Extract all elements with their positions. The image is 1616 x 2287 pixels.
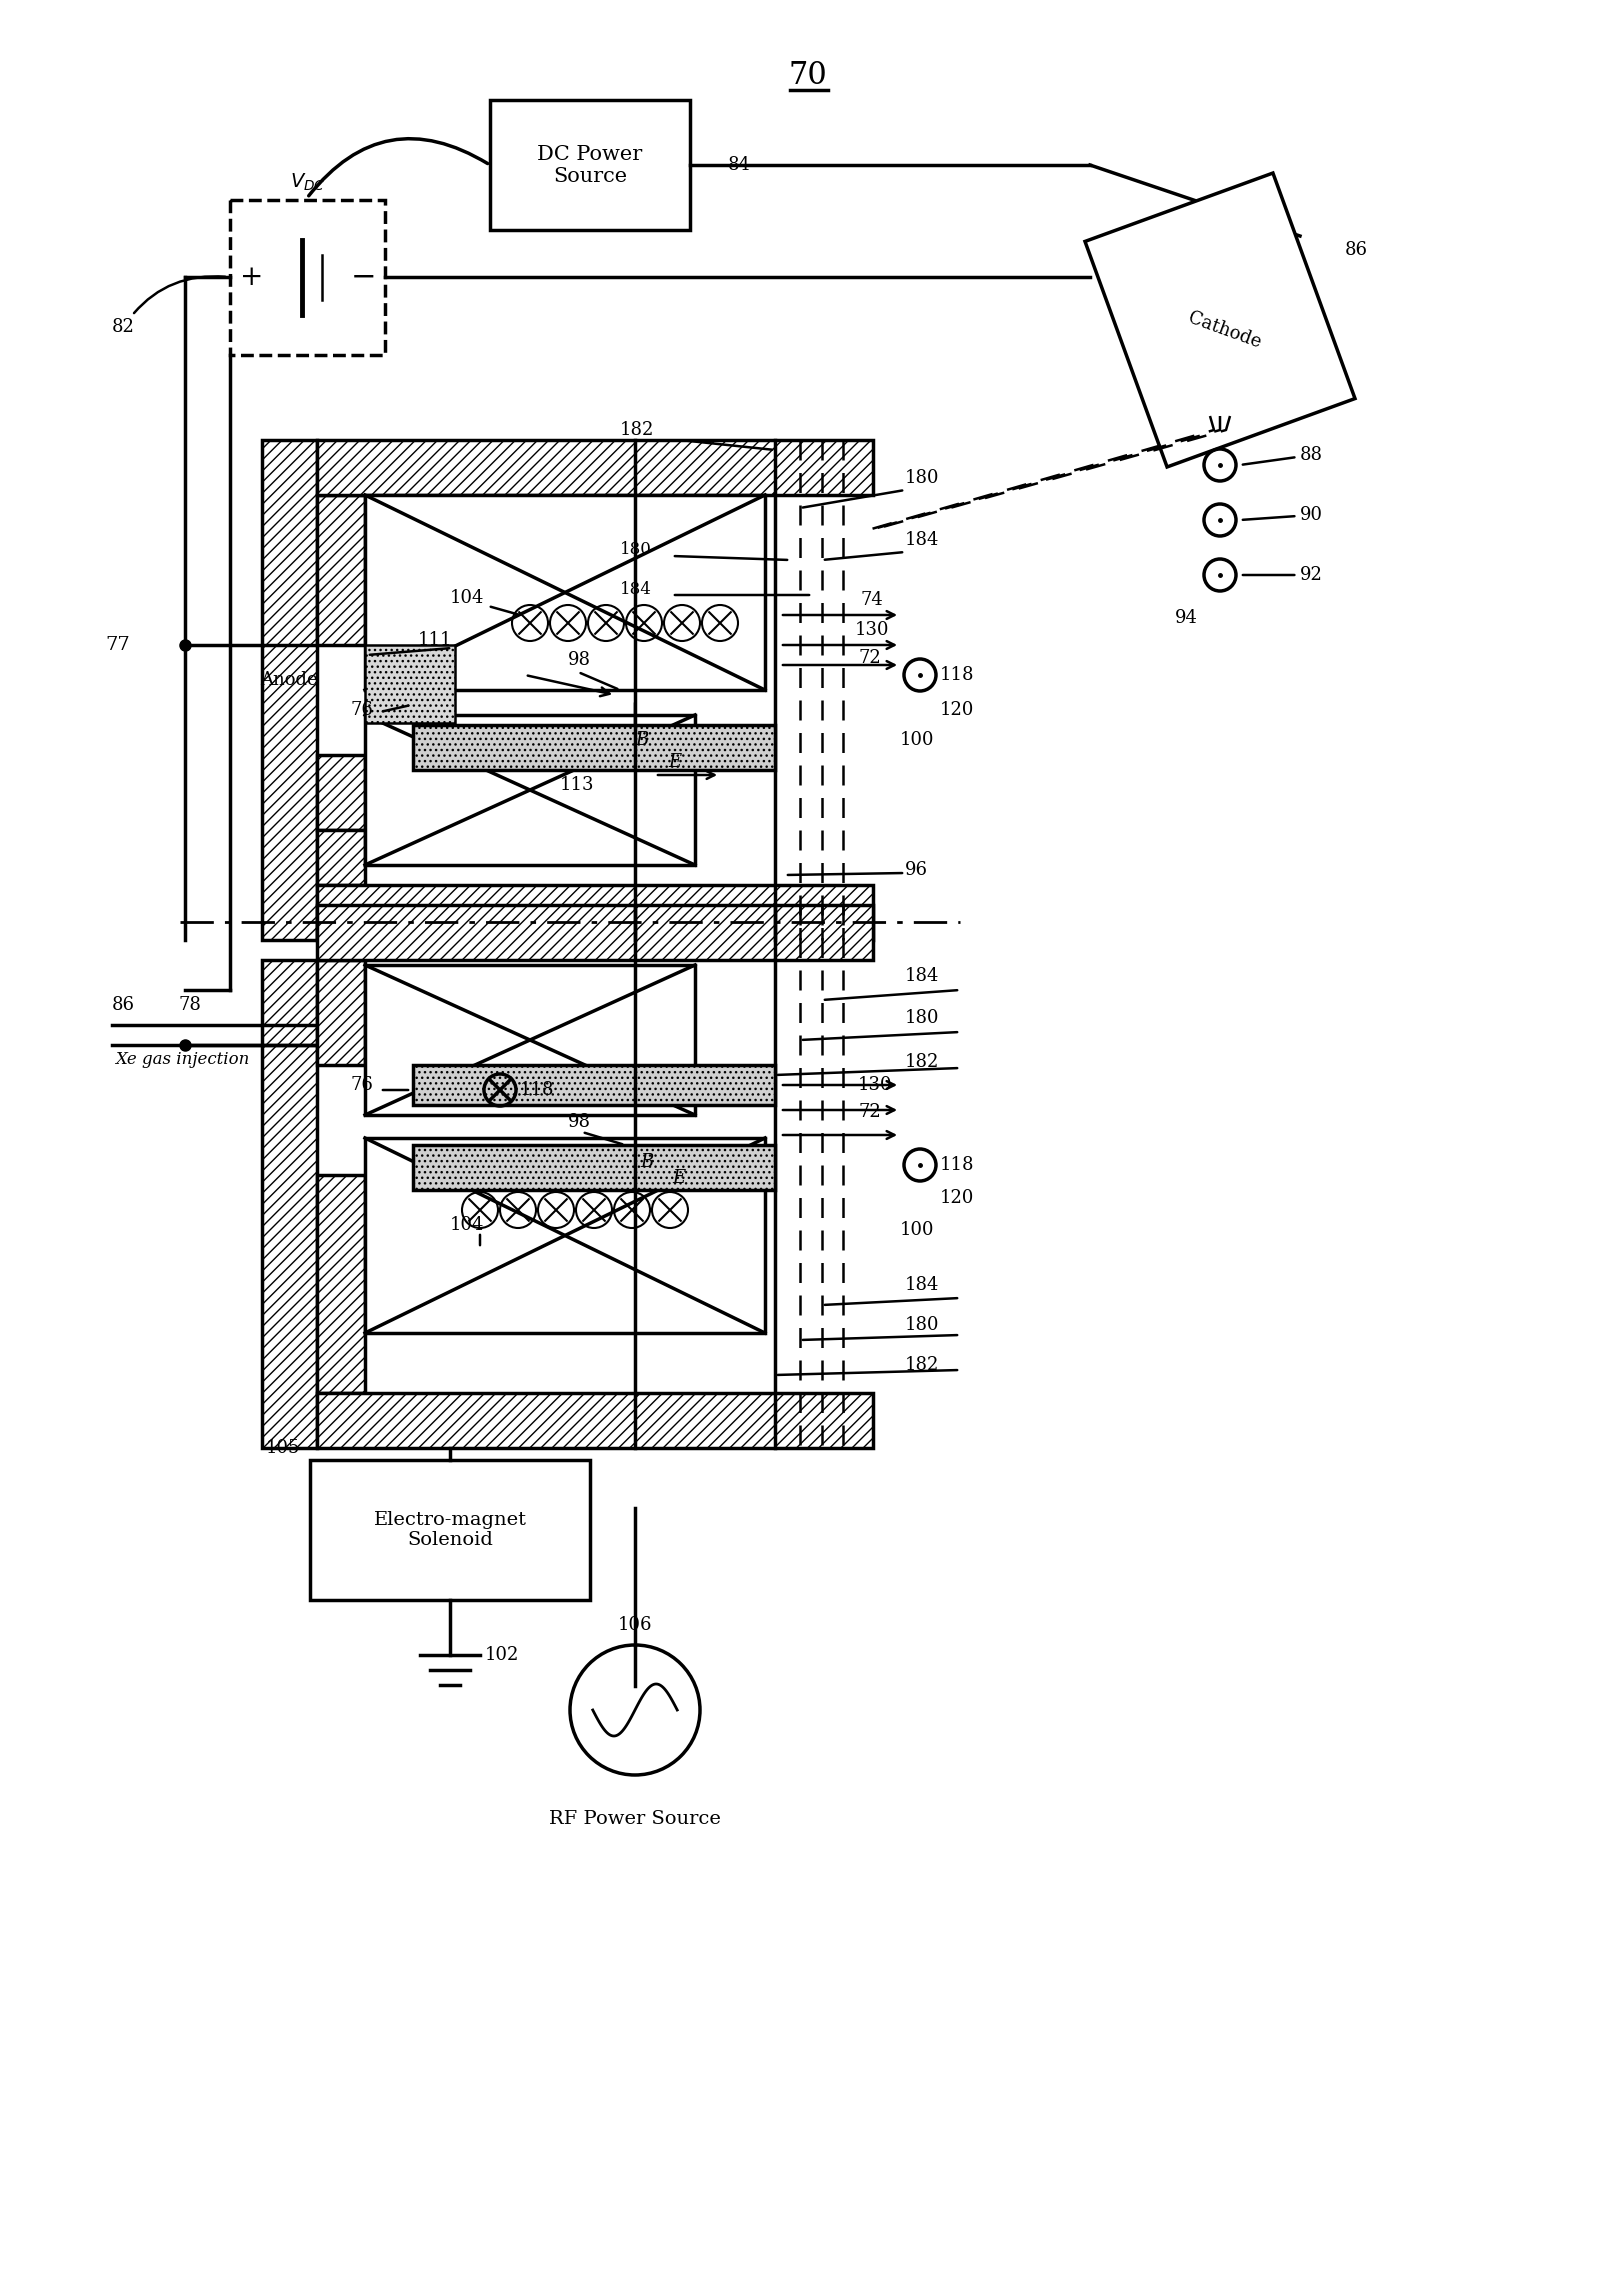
Text: 104: 104 <box>449 590 485 606</box>
Text: 182: 182 <box>905 1356 939 1374</box>
Bar <box>310 1459 590 1601</box>
Text: Anode: Anode <box>260 670 318 688</box>
Bar <box>365 716 695 864</box>
Text: RF Power Source: RF Power Source <box>549 1809 721 1827</box>
Bar <box>262 961 317 1448</box>
Text: B: B <box>640 1153 653 1171</box>
Text: 86: 86 <box>1345 240 1369 258</box>
Text: E: E <box>667 752 680 771</box>
Text: 84: 84 <box>727 156 751 174</box>
Text: 76: 76 <box>351 1075 373 1093</box>
Text: 118: 118 <box>941 666 974 684</box>
Text: 111: 111 <box>419 631 452 650</box>
Bar <box>317 906 873 961</box>
Text: 105: 105 <box>265 1439 301 1457</box>
Text: B: B <box>635 732 648 750</box>
Text: 74: 74 <box>860 590 882 608</box>
Bar <box>414 725 776 771</box>
Text: 106: 106 <box>617 1617 653 1633</box>
Text: 184: 184 <box>905 531 939 549</box>
Text: 180: 180 <box>905 1315 939 1333</box>
Text: 100: 100 <box>900 1221 934 1240</box>
Text: 88: 88 <box>1243 446 1324 464</box>
Text: 180: 180 <box>621 542 651 558</box>
Bar <box>414 1066 776 1105</box>
Text: 120: 120 <box>941 1189 974 1208</box>
Text: 182: 182 <box>621 421 654 439</box>
Bar <box>365 494 764 691</box>
Text: Xe gas injection: Xe gas injection <box>115 1052 249 1068</box>
Text: $V_{DC}$: $V_{DC}$ <box>289 172 325 192</box>
Text: 104: 104 <box>449 1217 485 1235</box>
Text: 96: 96 <box>905 860 928 878</box>
Text: 118: 118 <box>941 1155 974 1173</box>
Bar <box>317 961 365 1066</box>
Bar <box>317 439 873 494</box>
Bar <box>317 1393 873 1448</box>
Bar <box>365 965 695 1116</box>
Bar <box>317 755 365 830</box>
Text: 113: 113 <box>561 775 595 794</box>
Text: 98: 98 <box>567 652 591 670</box>
Text: 76: 76 <box>351 702 373 718</box>
Bar <box>414 1146 776 1189</box>
Text: 184: 184 <box>905 1276 939 1294</box>
Text: 94: 94 <box>1175 608 1197 627</box>
Text: 184: 184 <box>621 581 651 599</box>
Text: 86: 86 <box>112 997 136 1013</box>
Text: 100: 100 <box>900 732 934 750</box>
Text: 92: 92 <box>1243 565 1324 583</box>
Bar <box>262 439 317 940</box>
Text: E: E <box>672 1169 685 1187</box>
Bar <box>317 830 365 885</box>
Text: 130: 130 <box>855 622 889 638</box>
Text: 130: 130 <box>858 1075 892 1093</box>
Text: 90: 90 <box>1243 505 1324 524</box>
Bar <box>490 101 690 231</box>
Text: 182: 182 <box>905 1052 939 1070</box>
Bar <box>365 1139 764 1333</box>
Text: 180: 180 <box>905 469 939 487</box>
Text: 70: 70 <box>789 59 827 91</box>
Text: 72: 72 <box>858 1102 881 1121</box>
Bar <box>229 199 385 354</box>
Text: +: + <box>241 263 263 290</box>
Text: 118: 118 <box>520 1082 554 1100</box>
Text: −: − <box>351 263 377 293</box>
Text: 98: 98 <box>567 1114 591 1132</box>
Text: 77: 77 <box>105 636 129 654</box>
Text: 184: 184 <box>905 967 939 986</box>
Text: Electro-magnet
Solenoid: Electro-magnet Solenoid <box>373 1512 527 1548</box>
Text: 120: 120 <box>941 702 974 718</box>
Text: 102: 102 <box>485 1647 519 1665</box>
Bar <box>317 885 873 940</box>
Text: 72: 72 <box>858 650 881 668</box>
Bar <box>317 1176 365 1393</box>
Bar <box>317 494 365 645</box>
Polygon shape <box>1084 174 1354 467</box>
Text: DC Power
Source: DC Power Source <box>538 144 643 185</box>
Bar <box>365 645 456 723</box>
Text: Cathode: Cathode <box>1186 309 1264 352</box>
Text: 82: 82 <box>112 277 225 336</box>
Text: 180: 180 <box>905 1009 939 1027</box>
Text: 78: 78 <box>178 997 200 1013</box>
